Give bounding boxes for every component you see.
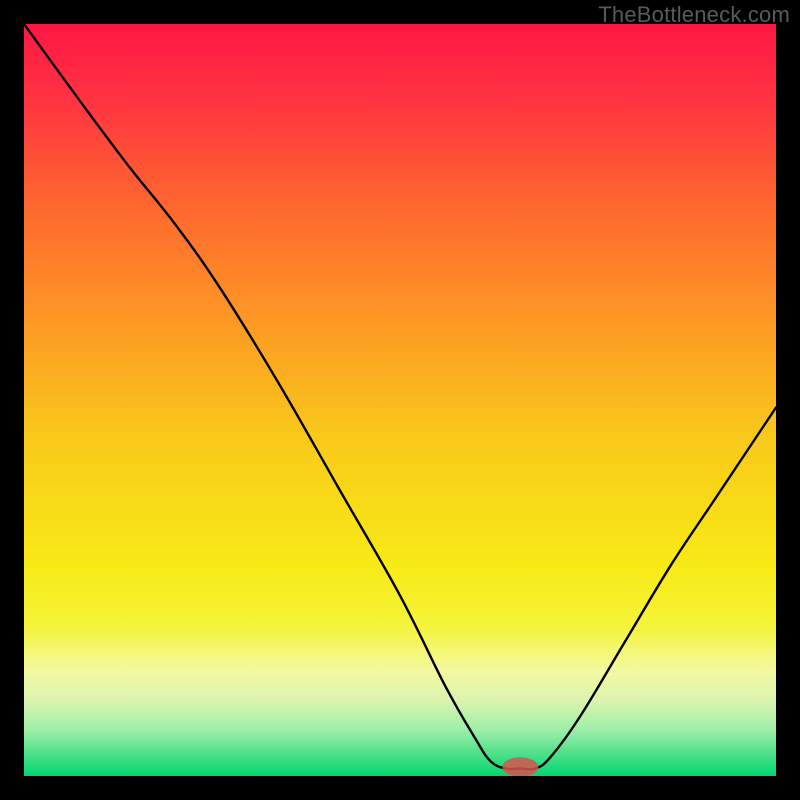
- plot-area: [24, 24, 776, 776]
- gradient-background: [24, 24, 776, 776]
- chart-frame: [24, 24, 776, 776]
- min-marker: [502, 757, 538, 776]
- watermark-text: TheBottleneck.com: [598, 2, 790, 28]
